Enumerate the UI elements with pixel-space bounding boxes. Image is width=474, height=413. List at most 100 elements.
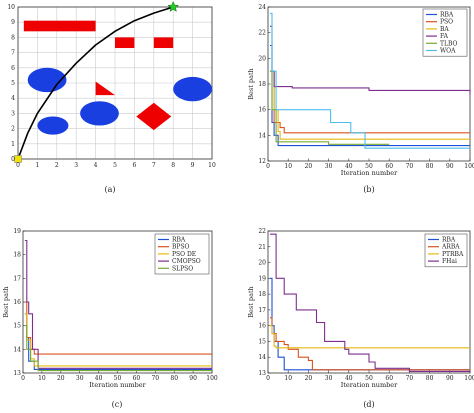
x-tick-label: 100 [464, 163, 474, 170]
y-tick-label: 7 [11, 50, 15, 57]
series-line-fhai [270, 233, 470, 372]
obstacle-diamond [136, 102, 172, 131]
y-tick-label: 1 [11, 141, 15, 148]
x-tick-label: 60 [385, 163, 393, 170]
x-tick-label: 90 [446, 375, 454, 382]
legend-entry-label: RBA [442, 237, 456, 244]
x-tick-label: 1 [35, 162, 39, 169]
x-tick-label: 70 [406, 163, 414, 170]
series-line-slpso [24, 325, 212, 372]
x-tick-label: 0 [21, 375, 25, 382]
obstacle-rectangle [23, 20, 96, 32]
legend-entry-label: BA [440, 26, 449, 33]
x-tick-label: 8 [171, 162, 175, 169]
y-tick-label: 20 [258, 55, 266, 62]
y-tick-label: 4 [11, 95, 15, 102]
x-tick-label: 30 [325, 375, 333, 382]
y-tick-label: 21 [258, 244, 266, 251]
x-tick-label: 3 [74, 162, 78, 169]
series-line-woa [270, 12, 470, 149]
planned-path-line [17, 6, 174, 160]
x-tick-label: 90 [446, 163, 454, 170]
legend-entry-label: PSO DE [172, 251, 196, 258]
x-tick-label: 40 [345, 375, 353, 382]
x-tick-label: 90 [189, 375, 197, 382]
obstacle-triangle [95, 81, 115, 96]
y-tick-label: 0 [11, 156, 15, 163]
x-tick-label: 20 [57, 375, 65, 382]
x-tick-label: 80 [426, 375, 434, 382]
y-tick-label: 22 [258, 30, 266, 37]
legend-entry-label: PTRBA [442, 251, 464, 258]
y-tick-label: 13 [13, 370, 21, 377]
legend-entry-label: RBA [440, 12, 454, 19]
x-tick-label: 20 [305, 163, 313, 170]
y-tick-label: 16 [13, 299, 21, 306]
y-axis-label: Best path [247, 68, 255, 99]
y-tick-label: 5 [11, 80, 15, 87]
y-tick-label: 14 [258, 132, 266, 139]
y-tick-label: 8 [11, 34, 15, 41]
y-tick-label: 16 [258, 323, 266, 330]
y-tick-label: 14 [13, 346, 21, 353]
obstacle-rectangle [115, 37, 135, 49]
y-tick-label: 15 [13, 323, 21, 330]
x-tick-label: 10 [284, 375, 292, 382]
legend-entry-label: CMOPSO [172, 258, 201, 265]
y-axis-label: Best path [2, 286, 10, 317]
x-tick-label: 4 [94, 162, 98, 169]
y-tick-label: 3 [11, 110, 15, 117]
obstacle-ellipse [80, 101, 119, 126]
panel-caption: (c) [112, 400, 123, 409]
legend-entry-label: RBA [172, 237, 186, 244]
obstacle-ellipse [27, 67, 67, 93]
x-tick-label: 80 [170, 375, 178, 382]
y-tick-label: 17 [13, 275, 21, 282]
x-tick-label: 10 [208, 162, 216, 169]
x-tick-label: 6 [132, 162, 136, 169]
x-tick-label: 0 [266, 375, 270, 382]
panel-caption: (a) [104, 185, 115, 194]
panel-b-convergence-chart: 0 10 20 30 40 50 60 70 80 90 100 12 14 16 18 20 22 24 Iter… [247, 4, 474, 194]
legend-entry-label: SLPSO [172, 265, 193, 272]
x-axis-label: Iteration number [341, 381, 398, 389]
x-axis-label: Iteration number [89, 381, 146, 389]
y-tick-label: 17 [258, 307, 266, 314]
x-tick-label: 60 [385, 375, 393, 382]
x-tick-label: 20 [305, 375, 313, 382]
y-tick-label: 22 [258, 228, 266, 235]
y-axis-label: Best path [247, 286, 255, 317]
x-tick-label: 10 [284, 163, 292, 170]
y-tick-label: 19 [13, 228, 21, 235]
legend-entry-label: FA [440, 33, 449, 40]
x-tick-label: 0 [266, 163, 270, 170]
panel-caption: (d) [363, 400, 374, 409]
y-tick-label: 6 [11, 65, 15, 72]
plot-frame [17, 6, 213, 160]
legend-entry-label: TLBO [440, 40, 458, 47]
series-line-ptrba [270, 325, 470, 349]
x-tick-label: 50 [114, 375, 122, 382]
x-tick-label: 70 [151, 375, 159, 382]
series-line-tlbo [270, 70, 390, 145]
panel-a-path-planning-map: 0 1 2 3 4 5 6 7 8 9 10 0 1 2 3 4 5 6 7 8 9 10 (a) [7, 0, 216, 194]
x-tick-label: 10 [38, 375, 46, 382]
y-tick-label: 16 [258, 107, 266, 114]
x-tick-label: 30 [76, 375, 84, 382]
x-tick-label: 0 [16, 162, 20, 169]
x-tick-label: 70 [406, 375, 414, 382]
y-tick-label: 9 [11, 19, 15, 26]
x-tick-label: 5 [113, 162, 117, 169]
y-tick-label: 24 [258, 4, 266, 11]
y-tick-label: 2 [11, 126, 15, 133]
legend-entry-label: PSO [440, 19, 453, 26]
start-point-marker [14, 155, 22, 163]
obstacle-rectangle [153, 37, 174, 49]
y-tick-label: 10 [7, 4, 15, 11]
x-tick-label: 100 [206, 375, 218, 382]
obstacle-ellipse [37, 116, 69, 135]
x-axis-label: Iteration number [341, 169, 398, 177]
legend-entry-label: WOA [440, 48, 456, 55]
